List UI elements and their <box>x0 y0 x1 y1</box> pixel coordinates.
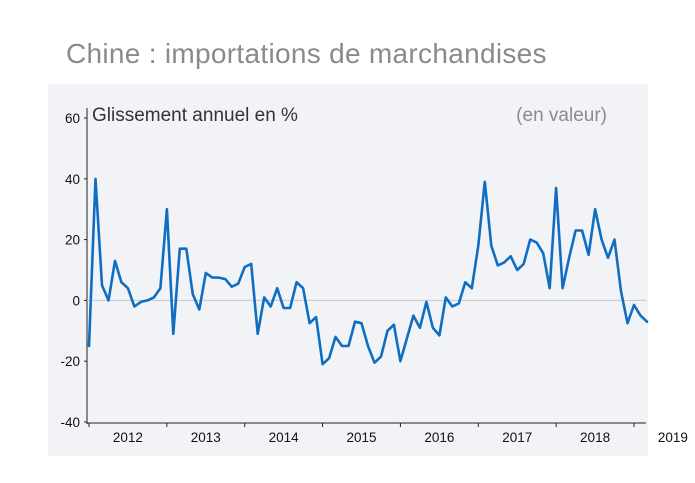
y-tick-label: 40 <box>65 172 80 187</box>
y-tick-label: 20 <box>65 233 80 248</box>
x-tick-label: 2015 <box>346 430 376 445</box>
x-tick-label: 2019 <box>658 430 688 445</box>
x-tick-label: 2014 <box>269 430 300 445</box>
y-tick-label: 0 <box>72 293 80 308</box>
x-tick-label: 2013 <box>191 430 221 445</box>
x-tick-label: 2012 <box>113 430 143 445</box>
x-tick-label: 2018 <box>580 430 610 445</box>
x-tick-label: 2016 <box>424 430 454 445</box>
x-tick-label: 2017 <box>502 430 532 445</box>
y-tick-label: -20 <box>60 354 80 369</box>
page-title: Chine : importations de marchandises <box>66 38 547 69</box>
chart-subtitle: Glissement annuel en % <box>92 105 298 126</box>
y-tick-label: -40 <box>60 415 80 430</box>
y-tick-label: 60 <box>65 111 80 126</box>
unit-note: (en valeur) <box>516 105 607 126</box>
plot-panel <box>48 84 648 456</box>
series-line <box>87 177 649 366</box>
